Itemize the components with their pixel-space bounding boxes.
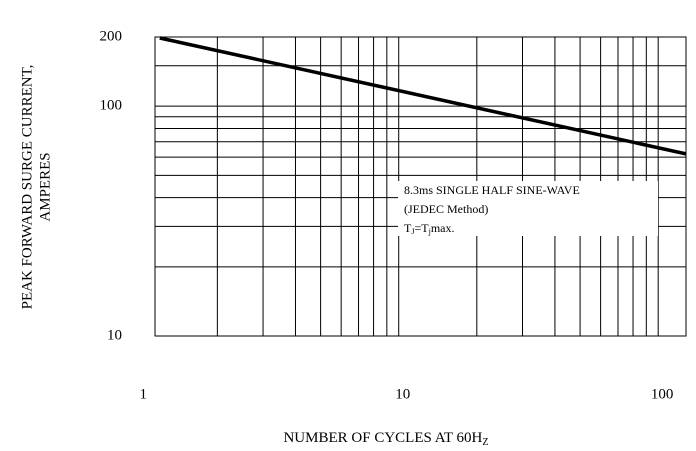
annotation-part: =T — [414, 221, 429, 235]
y-tick-label: 100 — [100, 98, 123, 114]
annotation-text: 8.3ms SINGLE HALF SINE-WAVE — [404, 183, 580, 197]
annotation-part: J — [411, 227, 414, 236]
plot-frame — [154, 36, 687, 337]
y-tick-label: 10 — [107, 327, 122, 343]
x-label-sub: Z — [482, 437, 488, 448]
annotation-part: T — [404, 221, 412, 235]
annotation-text: (JEDEC Method) — [404, 202, 488, 216]
annotation-part: j — [428, 227, 431, 236]
y-axis-label: PEAK FORWARD SURGE CURRENT, AMPERES — [19, 65, 53, 310]
y-tick-label: 200 — [100, 28, 123, 44]
data-line — [159, 36, 687, 156]
y-label-line: AMPERES — [37, 152, 53, 221]
x-tick-label: 10 — [395, 386, 410, 402]
x-tick-label: 1 — [140, 386, 148, 402]
x-label-text: NUMBER OF CYCLES AT 60H — [283, 430, 482, 446]
x-tick-label: 100 — [651, 386, 674, 402]
annotation-part: max. — [431, 221, 455, 235]
annotation-text: TJ=Tjmax. — [404, 221, 454, 236]
x-axis-label: NUMBER OF CYCLES AT 60HZ — [283, 430, 488, 448]
annotation-box — [398, 181, 658, 236]
y-label-line: PEAK FORWARD SURGE CURRENT, — [19, 65, 35, 310]
